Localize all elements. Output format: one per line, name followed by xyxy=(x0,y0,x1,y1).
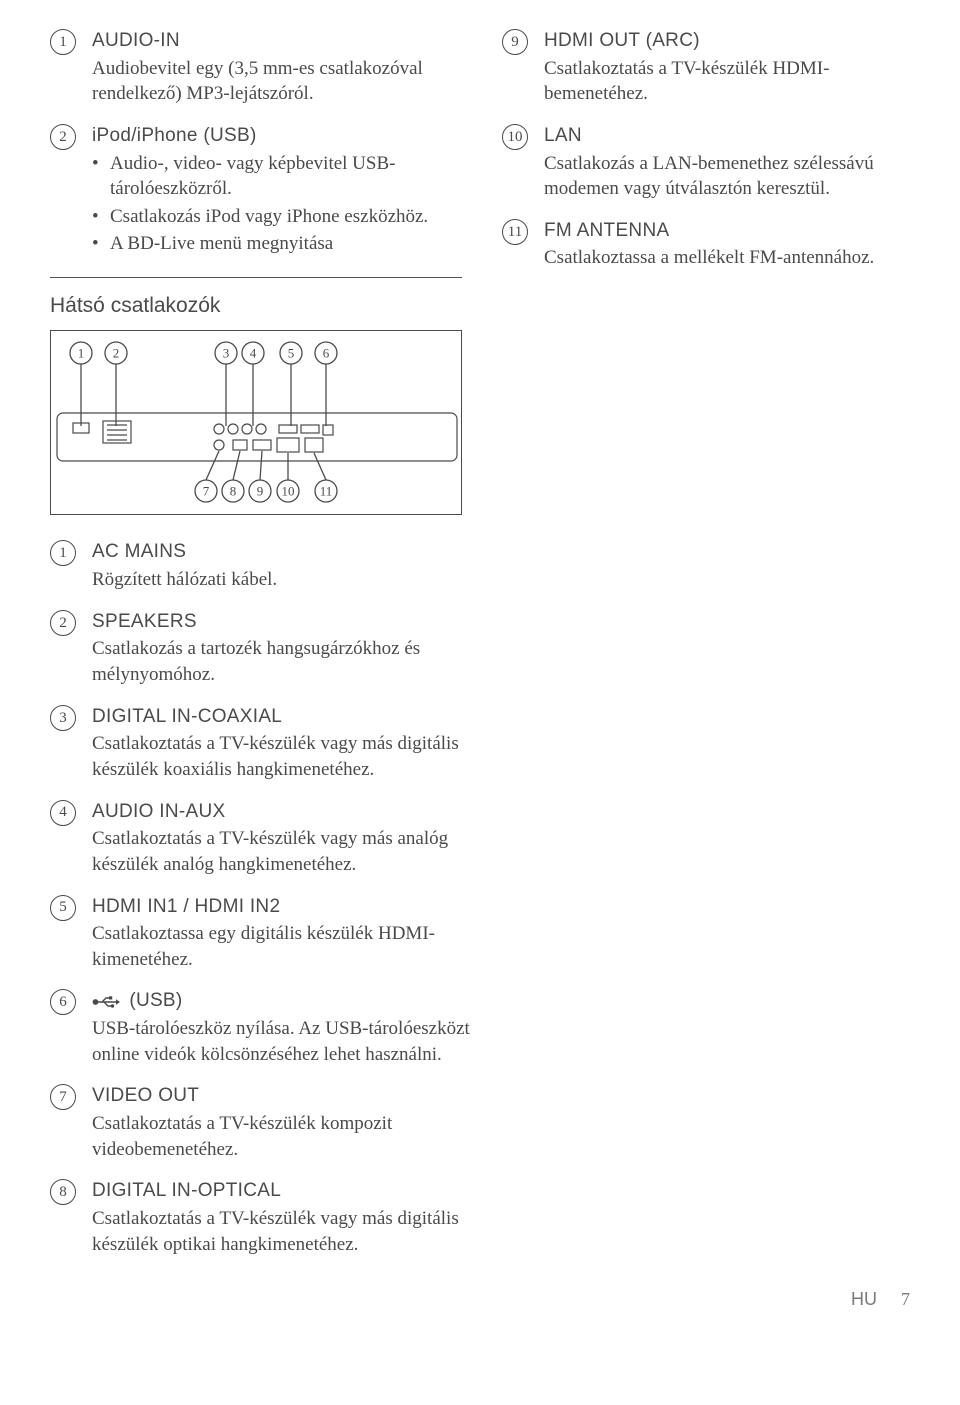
num-badge: 1 xyxy=(50,540,76,566)
item-audio-in: 1 AUDIO-IN Audiobevitel egy (3,5 mm-es c… xyxy=(50,28,462,107)
item-title: LAN xyxy=(544,123,910,149)
item-body: AUDIO-IN Audiobevitel egy (3,5 mm-es csa… xyxy=(92,28,462,107)
num-badge: 8 xyxy=(50,1179,76,1205)
svg-text:7: 7 xyxy=(203,484,210,499)
item-title: iPod/iPhone (USB) xyxy=(92,123,462,149)
bullet-list: Audio-, video- vagy képbevitel USB-tárol… xyxy=(92,151,462,258)
item-body: HDMI IN1 / HDMI IN2 Csatlakoztassa egy d… xyxy=(92,894,480,973)
num-badge: 2 xyxy=(50,610,76,636)
num-badge: 3 xyxy=(50,705,76,731)
item-title: DIGITAL IN-COAXIAL xyxy=(92,704,480,730)
item-title-text: (USB) xyxy=(129,990,182,1011)
item-title: AC MAINS xyxy=(92,539,480,565)
item-desc: Audiobevitel egy (3,5 mm-es csatlakozóva… xyxy=(92,56,462,107)
footer-page-number: 7 xyxy=(901,1287,910,1311)
svg-text:9: 9 xyxy=(257,484,264,499)
item-title: HDMI OUT (ARC) xyxy=(544,28,910,54)
num-badge: 11 xyxy=(502,219,528,245)
item-body: LAN Csatlakozás a LAN-bemenethez széless… xyxy=(544,123,910,202)
item-fm-antenna: 11 FM ANTENNA Csatlakoztassa a mellékelt… xyxy=(502,218,910,271)
item-title: SPEAKERS xyxy=(92,609,480,635)
bullet-item: Csatlakozás iPod vagy iPhone eszközhöz. xyxy=(110,204,462,230)
svg-text:1: 1 xyxy=(78,346,85,361)
page-footer: HU 7 xyxy=(50,1287,910,1311)
item-audio-in-aux: 4 AUDIO IN-AUX Csatlakoztatás a TV-készü… xyxy=(50,799,480,878)
item-body: iPod/iPhone (USB) Audio-, video- vagy ké… xyxy=(92,123,462,259)
top-columns: 1 AUDIO-IN Audiobevitel egy (3,5 mm-es c… xyxy=(50,28,910,539)
item-hdmi-out-arc: 9 HDMI OUT (ARC) Csatlakoztatás a TV-kés… xyxy=(502,28,910,107)
item-desc: USB-tárolóeszköz nyílása. Az USB-tárolóe… xyxy=(92,1016,480,1067)
svg-text:4: 4 xyxy=(250,346,257,361)
item-speakers: 2 SPEAKERS Csatlakozás a tartozék hangsu… xyxy=(50,609,480,688)
item-title: DIGITAL IN-OPTICAL xyxy=(92,1178,480,1204)
item-body: AUDIO IN-AUX Csatlakoztatás a TV-készülé… xyxy=(92,799,480,878)
svg-text:10: 10 xyxy=(282,484,295,499)
num-badge: 4 xyxy=(50,800,76,826)
rear-panel-diagram: 1 2 3 4 5 6 xyxy=(50,330,462,515)
svg-text:6: 6 xyxy=(323,346,330,361)
item-body: VIDEO OUT Csatlakoztatás a TV-készülék k… xyxy=(92,1083,480,1162)
item-body: DIGITAL IN-OPTICAL Csatlakoztatás a TV-k… xyxy=(92,1178,480,1257)
item-desc: Csatlakoztatás a TV-készülék vagy más an… xyxy=(92,826,480,877)
item-desc: Csatlakozás a tartozék hangsugárzókhoz é… xyxy=(92,636,480,687)
item-desc: Csatlakoztassa egy digitális készülék HD… xyxy=(92,921,480,972)
num-badge: 10 xyxy=(502,124,528,150)
item-video-out: 7 VIDEO OUT Csatlakoztatás a TV-készülék… xyxy=(50,1083,480,1162)
num-badge: 2 xyxy=(50,124,76,150)
item-desc: Csatlakoztatás a TV-készülék kompozit vi… xyxy=(92,1111,480,1162)
separator-line xyxy=(50,277,462,278)
item-usb: 6 xyxy=(50,988,480,1067)
item-ipod-usb: 2 iPod/iPhone (USB) Audio-, video- vagy … xyxy=(50,123,462,259)
svg-text:8: 8 xyxy=(230,484,237,499)
item-title: (USB) xyxy=(92,988,480,1014)
top-right-column: 9 HDMI OUT (ARC) Csatlakoztatás a TV-kés… xyxy=(502,28,910,539)
svg-text:11: 11 xyxy=(320,484,333,499)
item-digital-in-optical: 8 DIGITAL IN-OPTICAL Csatlakoztatás a TV… xyxy=(50,1178,480,1257)
item-body: SPEAKERS Csatlakozás a tartozék hangsugá… xyxy=(92,609,480,688)
bullet-item: A BD-Live menü megnyitása xyxy=(110,231,462,257)
item-desc: Rögzített hálózati kábel. xyxy=(92,567,480,593)
item-lan: 10 LAN Csatlakozás a LAN-bemenethez szél… xyxy=(502,123,910,202)
num-badge: 7 xyxy=(50,1084,76,1110)
num-badge: 5 xyxy=(50,895,76,921)
item-body: AC MAINS Rögzített hálózati kábel. xyxy=(92,539,480,592)
item-body: FM ANTENNA Csatlakoztassa a mellékelt FM… xyxy=(544,218,910,271)
num-badge: 1 xyxy=(50,29,76,55)
item-title: AUDIO IN-AUX xyxy=(92,799,480,825)
item-body: HDMI OUT (ARC) Csatlakoztatás a TV-készü… xyxy=(544,28,910,107)
num-badge: 6 xyxy=(50,989,76,1015)
section-heading-rear-connectors: Hátsó csatlakozók xyxy=(50,292,462,320)
usb-icon xyxy=(92,990,125,1010)
item-desc: Csatlakozás a LAN-bemenethez szélessávú … xyxy=(544,151,910,202)
top-left-column: 1 AUDIO-IN Audiobevitel egy (3,5 mm-es c… xyxy=(50,28,462,539)
item-title: AUDIO-IN xyxy=(92,28,462,54)
svg-text:5: 5 xyxy=(288,346,295,361)
num-badge: 9 xyxy=(502,29,528,55)
item-desc: Csatlakoztassa a mellékelt FM-antennához… xyxy=(544,245,910,271)
item-desc: Csatlakoztatás a TV-készülék vagy más di… xyxy=(92,731,480,782)
item-digital-in-coaxial: 3 DIGITAL IN-COAXIAL Csatlakoztatás a TV… xyxy=(50,704,480,783)
item-desc: Csatlakoztatás a TV-készülék HDMI-bemene… xyxy=(544,56,910,107)
footer-lang: HU xyxy=(851,1287,877,1311)
item-title: VIDEO OUT xyxy=(92,1083,480,1109)
item-desc: Csatlakoztatás a TV-készülék vagy más di… xyxy=(92,1206,480,1257)
item-title: FM ANTENNA xyxy=(544,218,910,244)
item-ac-mains: 1 AC MAINS Rögzített hálózati kábel. xyxy=(50,539,480,592)
bullet-item: Audio-, video- vagy képbevitel USB-tárol… xyxy=(110,151,462,202)
item-body: (USB) USB-tárolóeszköz nyílása. Az USB-t… xyxy=(92,988,480,1067)
svg-text:2: 2 xyxy=(113,346,120,361)
svg-text:3: 3 xyxy=(223,346,230,361)
item-title: HDMI IN1 / HDMI IN2 xyxy=(92,894,480,920)
item-body: DIGITAL IN-COAXIAL Csatlakoztatás a TV-k… xyxy=(92,704,480,783)
item-hdmi-in: 5 HDMI IN1 / HDMI IN2 Csatlakoztassa egy… xyxy=(50,894,480,973)
bottom-list: 1 AC MAINS Rögzített hálózati kábel. 2 S… xyxy=(50,539,480,1257)
